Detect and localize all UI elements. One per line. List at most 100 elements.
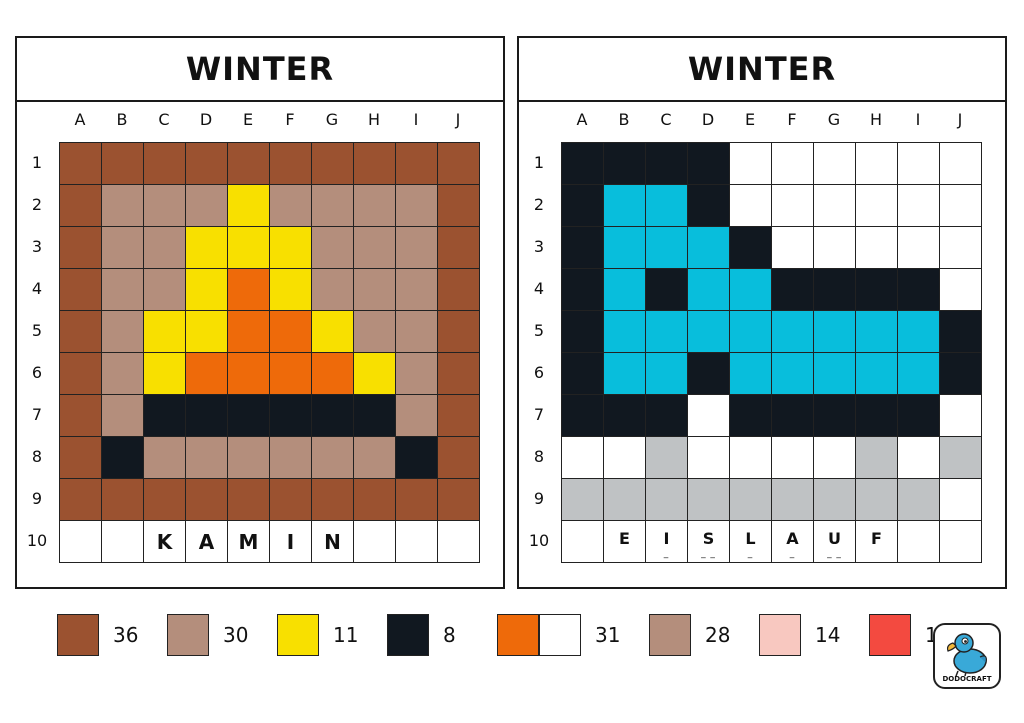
grid-cell[interactable] xyxy=(856,353,898,395)
grid-cell[interactable] xyxy=(354,143,396,185)
grid-cell[interactable] xyxy=(772,479,814,521)
grid-cell[interactable] xyxy=(102,395,144,437)
grid-cell[interactable] xyxy=(186,185,228,227)
grid-cell[interactable] xyxy=(730,143,772,185)
grid-cell[interactable] xyxy=(186,395,228,437)
grid-cell[interactable]: L _ xyxy=(730,521,772,563)
grid-cell[interactable] xyxy=(144,311,186,353)
grid-cell[interactable] xyxy=(688,269,730,311)
grid-cell[interactable] xyxy=(354,227,396,269)
color-swatch[interactable] xyxy=(57,614,99,656)
grid-cell[interactable] xyxy=(688,311,730,353)
grid-cell[interactable] xyxy=(270,227,312,269)
grid-cell[interactable] xyxy=(60,395,102,437)
grid-cell[interactable] xyxy=(438,479,480,521)
grid-cell[interactable] xyxy=(562,395,604,437)
grid-cell[interactable] xyxy=(940,143,982,185)
grid-cell[interactable] xyxy=(688,143,730,185)
grid-cell[interactable] xyxy=(940,353,982,395)
grid-cell[interactable] xyxy=(646,227,688,269)
grid-cell[interactable] xyxy=(270,437,312,479)
grid-cell[interactable] xyxy=(856,479,898,521)
grid-cell[interactable] xyxy=(102,311,144,353)
grid-cell[interactable] xyxy=(730,227,772,269)
grid-cell[interactable] xyxy=(856,311,898,353)
grid-cell[interactable]: I xyxy=(270,521,312,563)
grid-cell[interactable] xyxy=(688,227,730,269)
grid-cell[interactable] xyxy=(102,185,144,227)
grid-cell[interactable] xyxy=(60,311,102,353)
grid-cell[interactable] xyxy=(562,521,604,563)
grid-cell[interactable] xyxy=(604,479,646,521)
grid-cell[interactable] xyxy=(312,437,354,479)
grid-cell[interactable] xyxy=(730,353,772,395)
color-swatch[interactable] xyxy=(759,614,801,656)
grid-cell[interactable] xyxy=(730,311,772,353)
grid-cell[interactable]: M xyxy=(228,521,270,563)
grid-cell[interactable] xyxy=(604,353,646,395)
grid-cell[interactable] xyxy=(228,437,270,479)
grid-cell[interactable] xyxy=(438,269,480,311)
grid-cell[interactable] xyxy=(856,143,898,185)
grid-cell[interactable] xyxy=(730,479,772,521)
grid-cell[interactable] xyxy=(856,185,898,227)
grid-cell[interactable] xyxy=(856,395,898,437)
grid-cell[interactable] xyxy=(898,479,940,521)
grid-cell[interactable] xyxy=(898,311,940,353)
grid-cell[interactable] xyxy=(562,437,604,479)
grid-cell[interactable] xyxy=(772,227,814,269)
grid-cell[interactable] xyxy=(354,479,396,521)
grid-cell[interactable] xyxy=(144,143,186,185)
grid-cell[interactable] xyxy=(898,353,940,395)
grid-cell[interactable] xyxy=(646,185,688,227)
grid-cell[interactable] xyxy=(396,311,438,353)
grid-cell[interactable] xyxy=(60,269,102,311)
grid-cell[interactable] xyxy=(562,479,604,521)
grid-cell[interactable] xyxy=(102,143,144,185)
grid-cell[interactable] xyxy=(186,479,228,521)
grid-cell[interactable] xyxy=(60,521,102,563)
grid-cell[interactable] xyxy=(898,143,940,185)
grid-cell[interactable] xyxy=(396,395,438,437)
grid-cell[interactable] xyxy=(604,311,646,353)
grid-cell[interactable] xyxy=(270,143,312,185)
color-swatch[interactable] xyxy=(539,614,581,656)
grid-cell[interactable] xyxy=(354,521,396,563)
grid-cell[interactable] xyxy=(312,395,354,437)
grid-cell[interactable] xyxy=(186,353,228,395)
grid-cell[interactable] xyxy=(186,269,228,311)
grid-cell[interactable] xyxy=(270,269,312,311)
grid-cell[interactable] xyxy=(688,185,730,227)
grid-cell[interactable] xyxy=(102,521,144,563)
grid-cell[interactable] xyxy=(312,269,354,311)
grid-cell[interactable] xyxy=(354,311,396,353)
grid-cell[interactable] xyxy=(814,437,856,479)
grid-cell[interactable] xyxy=(312,143,354,185)
grid-cell[interactable] xyxy=(438,311,480,353)
grid-cell[interactable] xyxy=(312,479,354,521)
grid-cell[interactable] xyxy=(940,395,982,437)
grid-cell[interactable] xyxy=(898,521,940,563)
grid-cell[interactable] xyxy=(688,479,730,521)
grid-cell[interactable] xyxy=(438,227,480,269)
grid-cell[interactable] xyxy=(438,185,480,227)
grid-cell[interactable] xyxy=(144,353,186,395)
grid-cell[interactable] xyxy=(228,185,270,227)
grid-cell[interactable] xyxy=(562,353,604,395)
grid-cell[interactable] xyxy=(228,395,270,437)
grid-cell[interactable] xyxy=(772,269,814,311)
grid-cell[interactable] xyxy=(60,143,102,185)
color-swatch[interactable] xyxy=(277,614,319,656)
grid-cell[interactable] xyxy=(438,353,480,395)
grid-cell[interactable] xyxy=(438,395,480,437)
grid-cell[interactable] xyxy=(646,143,688,185)
grid-cell[interactable] xyxy=(814,143,856,185)
grid-cell[interactable] xyxy=(940,269,982,311)
grid-cell[interactable] xyxy=(438,437,480,479)
grid-cell[interactable] xyxy=(396,437,438,479)
grid-cell[interactable] xyxy=(144,269,186,311)
grid-cell[interactable] xyxy=(730,395,772,437)
grid-cell[interactable] xyxy=(354,437,396,479)
grid-cell[interactable] xyxy=(312,311,354,353)
grid-cell[interactable] xyxy=(604,185,646,227)
